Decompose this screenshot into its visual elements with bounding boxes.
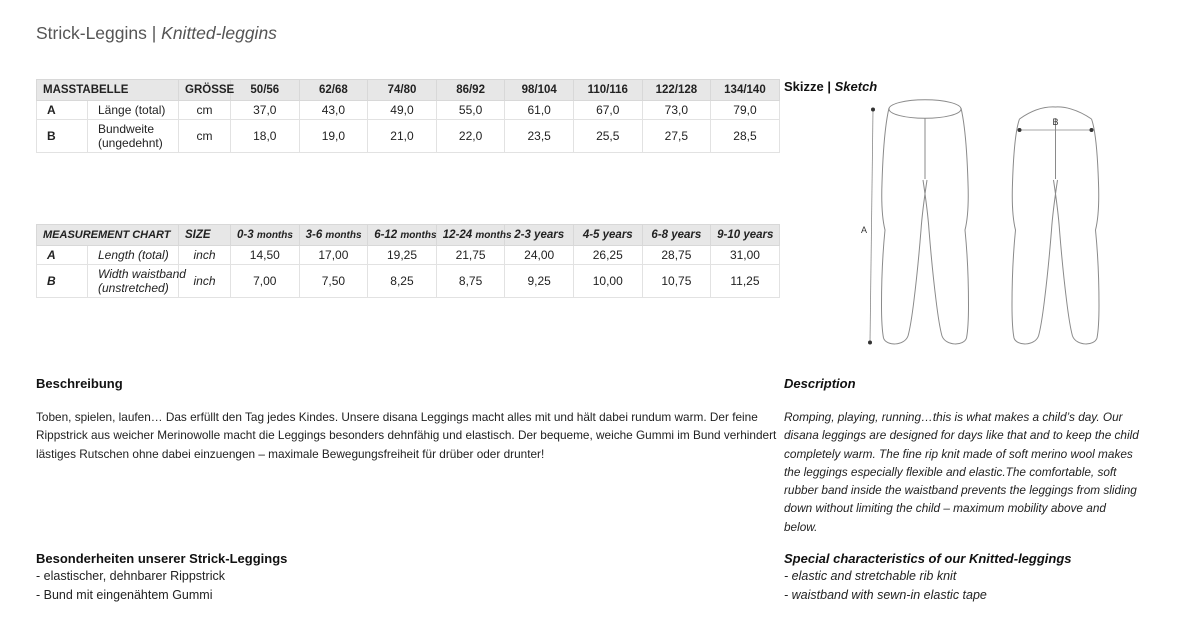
svg-text:A: A	[861, 225, 867, 235]
svg-text:B: B	[1053, 117, 1059, 127]
